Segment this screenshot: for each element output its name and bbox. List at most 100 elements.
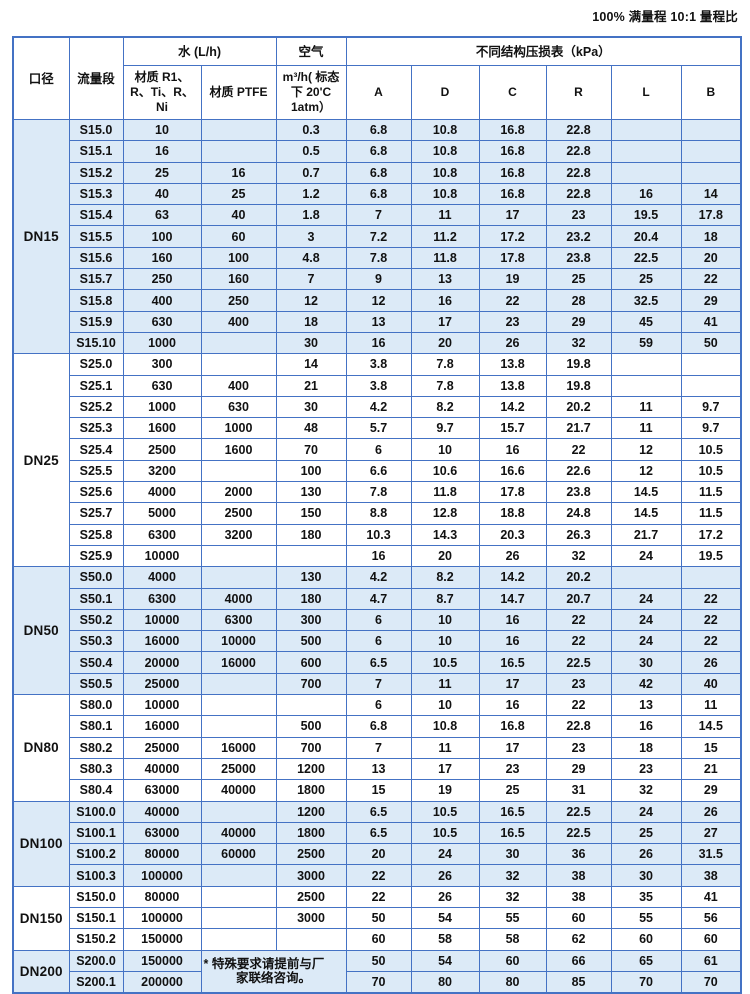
dn-cell: DN80 bbox=[12, 694, 70, 802]
air-flow-cell: 130 bbox=[275, 566, 347, 589]
pressure-a-cell: 6 bbox=[345, 438, 412, 461]
water-ptfe-cell: 16000 bbox=[200, 736, 277, 759]
header-pressure-b: B bbox=[680, 65, 742, 120]
pressure-b-cell: 9.7 bbox=[680, 417, 742, 440]
pressure-b-cell bbox=[680, 161, 742, 184]
table-row: S15.6 160 100 4.8 7.8 11.8 17.8 23.8 22.5 20 bbox=[13, 246, 742, 270]
air-flow-cell: 700 bbox=[275, 736, 347, 759]
pressure-c-cell: 32 bbox=[478, 885, 547, 908]
pressure-a-cell: 6 bbox=[345, 630, 412, 653]
pressure-b-cell bbox=[680, 374, 742, 397]
pressure-r-cell: 85 bbox=[545, 970, 612, 994]
pressure-d-cell: 10 bbox=[410, 630, 480, 653]
pressure-r-cell: 38 bbox=[545, 885, 612, 908]
table-row: S25.5 3200 100 6.6 10.6 16.6 22.6 12 10.5 bbox=[13, 459, 742, 483]
pressure-a-cell: 7.2 bbox=[345, 225, 412, 248]
pressure-c-cell: 60 bbox=[478, 949, 547, 972]
pressure-r-cell: 22 bbox=[545, 630, 612, 653]
pressure-b-cell: 22 bbox=[680, 587, 742, 610]
water-ptfe-cell: 2000 bbox=[200, 481, 277, 504]
water-ptfe-cell: 1600 bbox=[200, 438, 277, 461]
water-ptfe-cell: 40000 bbox=[200, 779, 277, 802]
pressure-d-cell: 17 bbox=[410, 757, 480, 781]
pressure-b-cell: 15 bbox=[680, 736, 742, 759]
table-row: S25.3 1600 1000 48 5.7 9.7 15.7 21.7 11 9.7 bbox=[13, 417, 742, 440]
pressure-d-cell: 54 bbox=[410, 949, 480, 972]
pressure-c-cell: 22 bbox=[478, 289, 547, 312]
pressure-a-cell: 22 bbox=[345, 885, 412, 908]
water-ptfe-cell: 6300 bbox=[200, 608, 277, 632]
pressure-a-cell: 15 bbox=[345, 779, 412, 802]
air-flow-cell: 18 bbox=[275, 310, 347, 333]
pressure-b-cell bbox=[680, 140, 742, 163]
segment-cell: S15.6 bbox=[68, 246, 124, 270]
pressure-d-cell: 14.3 bbox=[410, 523, 480, 546]
pressure-c-cell: 16 bbox=[478, 608, 547, 632]
water-ptfe-cell: 10000 bbox=[200, 630, 277, 653]
pressure-d-cell: 54 bbox=[410, 906, 480, 930]
pressure-a-cell: 5.7 bbox=[345, 417, 412, 440]
segment-cell: S15.4 bbox=[68, 204, 124, 227]
pressure-c-cell: 16.8 bbox=[478, 161, 547, 184]
pressure-r-cell: 23 bbox=[545, 736, 612, 759]
water-r1-cell: 2500 bbox=[122, 438, 202, 461]
air-flow-cell: 14 bbox=[275, 353, 347, 376]
air-flow-cell: 30 bbox=[275, 331, 347, 355]
air-flow-cell: 1200 bbox=[275, 757, 347, 781]
pressure-r-cell: 23.8 bbox=[545, 481, 612, 504]
pressure-b-cell: 14 bbox=[680, 182, 742, 206]
pressure-l-cell: 25 bbox=[610, 821, 682, 845]
pressure-l-cell: 16 bbox=[610, 182, 682, 206]
segment-cell: S25.5 bbox=[68, 459, 124, 483]
pressure-r-cell: 23 bbox=[545, 204, 612, 227]
pressure-b-cell: 22 bbox=[680, 268, 742, 291]
pressure-c-cell: 14.2 bbox=[478, 395, 547, 419]
pressure-b-cell bbox=[680, 566, 742, 589]
pressure-b-cell: 56 bbox=[680, 906, 742, 930]
segment-cell: S15.8 bbox=[68, 289, 124, 312]
water-ptfe-cell: 630 bbox=[200, 395, 277, 419]
air-flow-cell: 48 bbox=[275, 417, 347, 440]
pressure-a-cell: 6.5 bbox=[345, 800, 412, 823]
air-flow-cell: 1.8 bbox=[275, 204, 347, 227]
segment-cell: S25.3 bbox=[68, 417, 124, 440]
segment-cell: S25.1 bbox=[68, 374, 124, 397]
air-flow-cell: 100 bbox=[275, 459, 347, 483]
pressure-l-cell: 13 bbox=[610, 694, 682, 717]
water-r1-cell: 16000 bbox=[122, 715, 202, 738]
pressure-b-cell bbox=[680, 353, 742, 376]
pressure-c-cell: 17.2 bbox=[478, 225, 547, 248]
air-flow-cell: 700 bbox=[275, 672, 347, 696]
water-r1-cell: 200000 bbox=[122, 970, 202, 994]
pressure-c-cell: 14.2 bbox=[478, 566, 547, 589]
pressure-r-cell: 62 bbox=[545, 928, 612, 951]
air-flow-cell: 70 bbox=[275, 438, 347, 461]
water-ptfe-cell: 60 bbox=[200, 225, 277, 248]
pressure-c-cell: 17 bbox=[478, 672, 547, 696]
water-r1-cell: 10000 bbox=[122, 694, 202, 717]
segment-cell: S15.2 bbox=[68, 161, 124, 184]
pressure-b-cell: 50 bbox=[680, 331, 742, 355]
table-row: S15.1 16 0.5 6.8 10.8 16.8 22.8 bbox=[13, 140, 742, 163]
pressure-b-cell: 41 bbox=[680, 310, 742, 333]
segment-cell: S80.4 bbox=[68, 779, 124, 802]
pressure-l-cell: 16 bbox=[610, 715, 682, 738]
pressure-d-cell: 11 bbox=[410, 736, 480, 759]
pressure-r-cell: 22.5 bbox=[545, 821, 612, 845]
water-ptfe-cell bbox=[200, 928, 277, 951]
segment-cell: S100.2 bbox=[68, 843, 124, 866]
segment-cell: S200.0 bbox=[68, 949, 124, 972]
pressure-b-cell: 38 bbox=[680, 864, 742, 887]
header-group-water: 水 (L/h) bbox=[122, 36, 277, 66]
table-row: S15.2 25 16 0.7 6.8 10.8 16.8 22.8 bbox=[13, 161, 742, 184]
table-row: S15.3 40 25 1.2 6.8 10.8 16.8 22.8 16 14 bbox=[13, 182, 742, 206]
header-dn: 口径 bbox=[12, 36, 70, 120]
water-r1-cell: 20000 bbox=[122, 651, 202, 674]
table-row: S15.8 400 250 12 12 16 22 28 32.5 29 bbox=[13, 289, 742, 312]
air-flow-cell bbox=[275, 928, 347, 951]
segment-cell: S15.10 bbox=[68, 331, 124, 355]
table-row: DN15 S15.0 10 0.3 6.8 10.8 16.8 22.8 bbox=[12, 118, 742, 355]
segment-cell: S200.1 bbox=[68, 970, 124, 994]
pressure-a-cell: 6.5 bbox=[345, 651, 412, 674]
dn-cell: DN100 bbox=[12, 800, 70, 887]
